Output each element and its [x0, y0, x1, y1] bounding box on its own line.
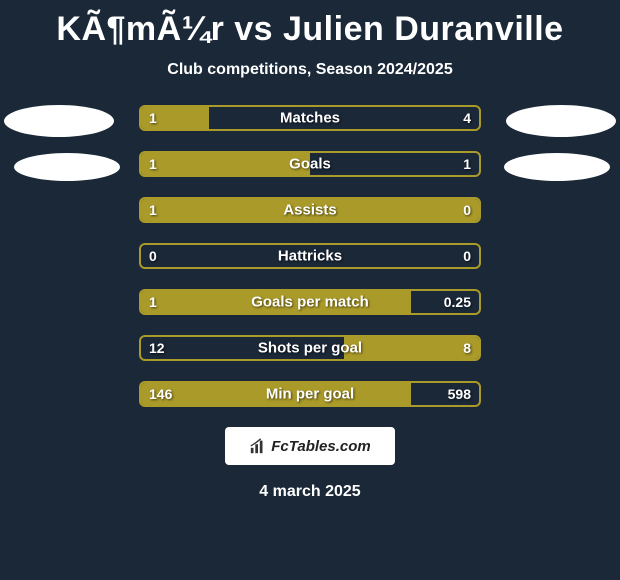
- stat-label: Shots per goal: [141, 340, 479, 357]
- player-left-photo-placeholder-2: [14, 153, 120, 181]
- subtitle: Club competitions, Season 2024/2025: [0, 61, 620, 79]
- stat-label: Goals: [141, 156, 479, 173]
- stat-row: 11Goals: [139, 151, 481, 177]
- player-left-photo-placeholder: [4, 105, 114, 137]
- stat-row: 146598Min per goal: [139, 381, 481, 407]
- stat-label: Assists: [141, 202, 479, 219]
- stat-row: 00Hattricks: [139, 243, 481, 269]
- stat-row: 128Shots per goal: [139, 335, 481, 361]
- date: 4 march 2025: [0, 483, 620, 501]
- page-title: KÃ¶mÃ¼r vs Julien Duranville: [0, 0, 620, 49]
- stat-label: Hattricks: [141, 248, 479, 265]
- watermark: FcTables.com: [225, 427, 395, 465]
- watermark-text: FcTables.com: [271, 438, 370, 455]
- stat-label: Goals per match: [141, 294, 479, 311]
- player-right-photo-placeholder: [506, 105, 616, 137]
- stat-label: Min per goal: [141, 386, 479, 403]
- stat-row: 14Matches: [139, 105, 481, 131]
- comparison-chart: 14Matches 11Goals 10Assists 00Hattricks 10.2…: [0, 105, 620, 407]
- chart-icon: [249, 437, 267, 455]
- player-right-photo-placeholder-2: [504, 153, 610, 181]
- stat-label: Matches: [141, 110, 479, 127]
- stat-row: 10Assists: [139, 197, 481, 223]
- stat-row: 10.25Goals per match: [139, 289, 481, 315]
- comparison-bars: 14Matches 11Goals 10Assists 00Hattricks 10.2…: [139, 105, 481, 407]
